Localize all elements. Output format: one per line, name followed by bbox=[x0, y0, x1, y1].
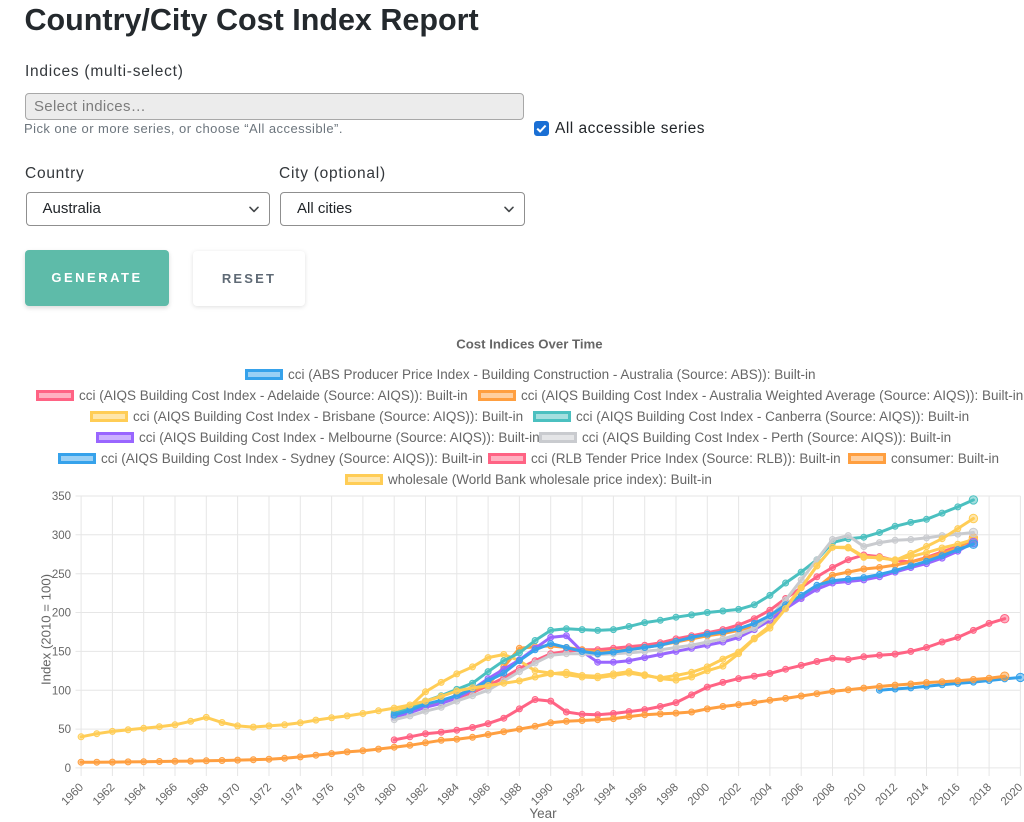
svg-text:1984: 1984 bbox=[435, 781, 462, 808]
svg-text:0: 0 bbox=[65, 763, 71, 775]
svg-text:Cost Indices Over Time: Cost Indices Over Time bbox=[456, 337, 602, 352]
svg-text:1988: 1988 bbox=[498, 781, 525, 808]
svg-text:cci (RLB Tender Price Index (S: cci (RLB Tender Price Index (Source: RLB… bbox=[531, 451, 841, 466]
svg-text:cci (AIQS Building Cost Index: cci (AIQS Building Cost Index - Adelaide… bbox=[79, 388, 468, 403]
svg-text:1978: 1978 bbox=[341, 781, 368, 808]
svg-text:1994: 1994 bbox=[592, 781, 619, 808]
svg-text:consumer: Built-in: consumer: Built-in bbox=[891, 451, 999, 466]
svg-text:cci (AIQS Building Cost Index: cci (AIQS Building Cost Index - Perth (S… bbox=[582, 430, 951, 445]
svg-text:250: 250 bbox=[52, 569, 71, 581]
svg-text:1996: 1996 bbox=[623, 781, 650, 808]
svg-text:2010: 2010 bbox=[842, 781, 869, 808]
svg-text:cci (AIQS Building Cost Index: cci (AIQS Building Cost Index - Sydney (… bbox=[101, 451, 483, 466]
svg-text:1964: 1964 bbox=[122, 781, 149, 808]
svg-text:Year: Year bbox=[529, 806, 557, 821]
svg-text:300: 300 bbox=[52, 530, 71, 542]
svg-text:200: 200 bbox=[52, 608, 71, 620]
svg-text:2002: 2002 bbox=[717, 781, 744, 808]
svg-text:1998: 1998 bbox=[654, 781, 681, 808]
svg-text:cci (AIQS Building Cost Index: cci (AIQS Building Cost Index - Melbourn… bbox=[139, 430, 540, 445]
svg-text:1976: 1976 bbox=[310, 781, 337, 808]
svg-text:1968: 1968 bbox=[185, 781, 212, 808]
svg-text:cci (AIQS Building Cost Index: cci (AIQS Building Cost Index - Australi… bbox=[521, 388, 1023, 403]
svg-text:2006: 2006 bbox=[780, 781, 807, 808]
svg-text:2018: 2018 bbox=[968, 781, 995, 808]
svg-text:1960: 1960 bbox=[60, 781, 87, 808]
svg-text:2004: 2004 bbox=[748, 781, 775, 808]
svg-text:1966: 1966 bbox=[153, 781, 180, 808]
svg-text:1974: 1974 bbox=[279, 781, 306, 808]
svg-text:wholesale (World Bank wholesal: wholesale (World Bank wholesale price in… bbox=[387, 472, 712, 487]
svg-text:2020: 2020 bbox=[999, 781, 1024, 808]
svg-text:1972: 1972 bbox=[247, 781, 274, 808]
svg-text:2014: 2014 bbox=[905, 781, 932, 808]
svg-text:1990: 1990 bbox=[529, 781, 556, 808]
svg-text:150: 150 bbox=[52, 647, 71, 659]
svg-text:100: 100 bbox=[52, 685, 71, 697]
svg-text:2012: 2012 bbox=[874, 781, 901, 808]
svg-text:cci (AIQS Building Cost Index: cci (AIQS Building Cost Index - Brisbane… bbox=[133, 409, 523, 424]
svg-text:1980: 1980 bbox=[373, 781, 400, 808]
svg-text:2000: 2000 bbox=[686, 781, 713, 808]
svg-text:2008: 2008 bbox=[811, 781, 838, 808]
svg-text:1986: 1986 bbox=[467, 781, 494, 808]
svg-text:2016: 2016 bbox=[936, 781, 963, 808]
svg-text:Index (2010 = 100): Index (2010 = 100) bbox=[38, 574, 53, 685]
svg-text:cci (ABS Producer Price Index: cci (ABS Producer Price Index - Building… bbox=[288, 367, 815, 382]
svg-text:1982: 1982 bbox=[404, 781, 431, 808]
svg-text:350: 350 bbox=[52, 491, 71, 503]
svg-text:1992: 1992 bbox=[561, 781, 588, 808]
svg-text:1970: 1970 bbox=[216, 781, 243, 808]
svg-text:50: 50 bbox=[58, 724, 71, 736]
svg-text:cci (AIQS Building Cost Index: cci (AIQS Building Cost Index - Canberra… bbox=[576, 409, 969, 424]
svg-text:1962: 1962 bbox=[91, 781, 118, 808]
